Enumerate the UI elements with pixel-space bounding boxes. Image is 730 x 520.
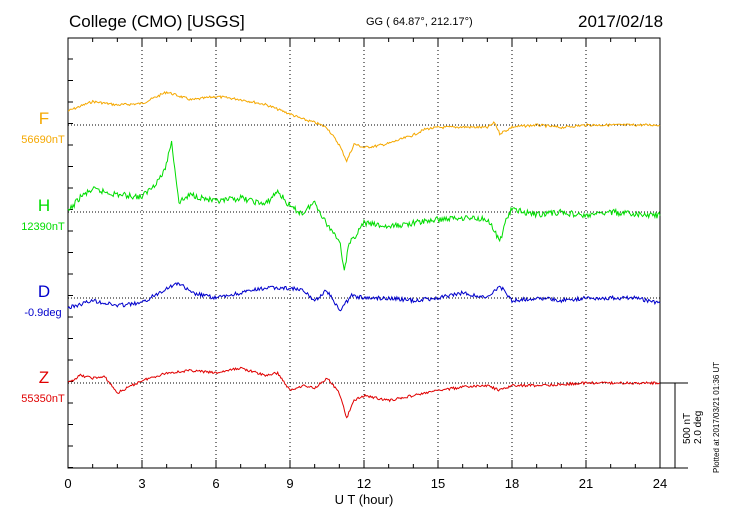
series-line-h: [67, 140, 661, 271]
x-tick-label: 21: [579, 476, 593, 491]
series-label-d: D: [38, 282, 50, 301]
x-tick-label: 18: [505, 476, 519, 491]
station-title: College (CMO) [USGS]: [69, 12, 245, 31]
scale-label-deg: 2.0 deg: [693, 411, 704, 444]
plot-date: 2017/02/18: [578, 12, 664, 31]
scale-label-nt: 500 nT: [682, 413, 693, 444]
series-baseline-d: -0.9deg: [24, 307, 61, 319]
series-line-f: [67, 90, 661, 163]
x-tick-label: 15: [431, 476, 445, 491]
x-tick-label: 24: [653, 476, 667, 491]
series-line-z: [67, 366, 661, 419]
series-label-z: Z: [39, 368, 49, 387]
series-label-h: H: [38, 196, 50, 215]
series-line-d: [67, 281, 661, 312]
x-tick-label: 0: [64, 476, 71, 491]
x-axis-label: U T (hour): [335, 492, 394, 507]
x-tick-label: 6: [212, 476, 219, 491]
series-label-f: F: [39, 109, 49, 128]
x-tick-label: 3: [138, 476, 145, 491]
series-baseline-f: 56690nT: [21, 134, 65, 146]
series-baseline-z: 55350nT: [21, 393, 65, 405]
x-tick-label: 9: [286, 476, 293, 491]
x-tick-label: 12: [357, 476, 371, 491]
geographic-coordinates: GG ( 64.87°, 212.17°): [366, 16, 473, 28]
series-baseline-h: 12390nT: [21, 221, 65, 233]
